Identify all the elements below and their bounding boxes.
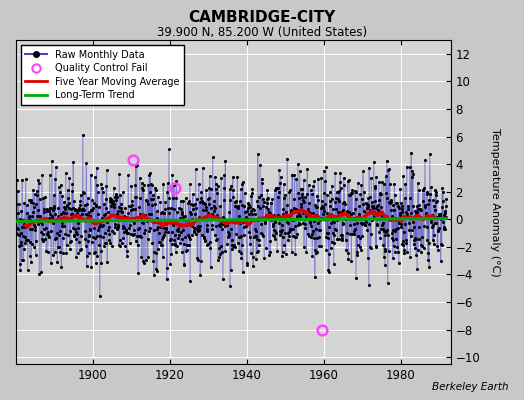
- Text: Berkeley Earth: Berkeley Earth: [432, 382, 508, 392]
- Y-axis label: Temperature Anomaly (°C): Temperature Anomaly (°C): [490, 128, 500, 276]
- Text: 39.900 N, 85.200 W (United States): 39.900 N, 85.200 W (United States): [157, 26, 367, 39]
- Legend: Raw Monthly Data, Quality Control Fail, Five Year Moving Average, Long-Term Tren: Raw Monthly Data, Quality Control Fail, …: [20, 45, 184, 105]
- Text: CAMBRIDGE-CITY: CAMBRIDGE-CITY: [188, 10, 336, 25]
